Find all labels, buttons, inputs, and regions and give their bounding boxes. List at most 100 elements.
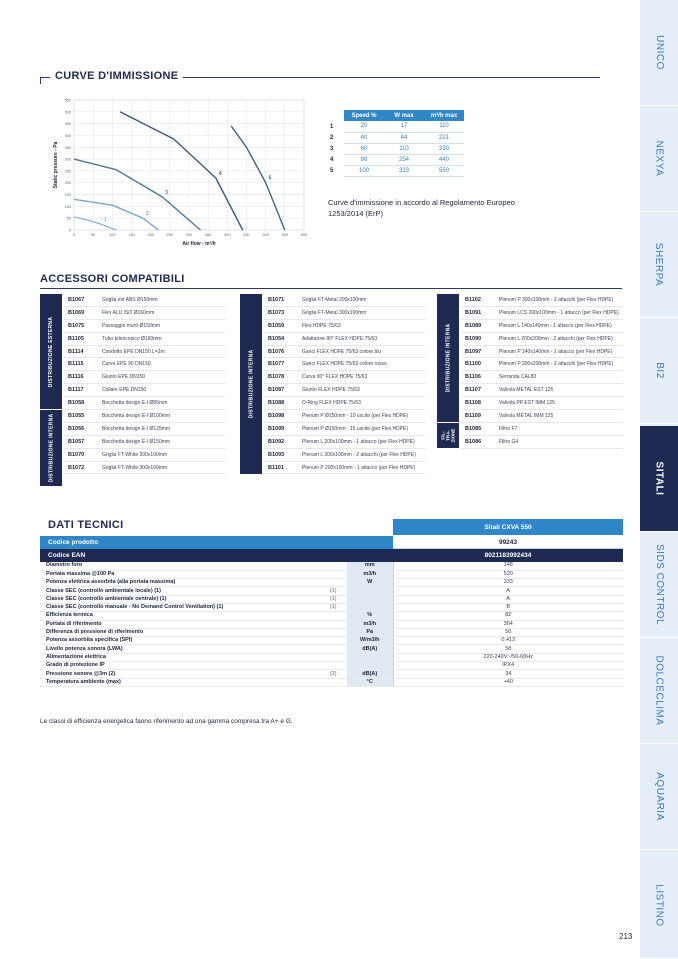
accessory-description: Plenum L 300x100mm - 2 attacchi (per Fle… — [302, 451, 416, 458]
tech-note — [330, 620, 347, 629]
accessory-description: Griglia FT-Metal 200x100mm — [302, 296, 367, 303]
side-tab-bar: UNICO NEXYA SHERPA BI2 SITALI SIDS CONTROL DOL… — [640, 0, 678, 959]
speed-table-header: Speed % W max m³/h max — [326, 110, 464, 121]
side-tab-label: UNICO — [653, 35, 665, 70]
tech-row: Livello potenza sonora (LWA) dB(A) 58 — [40, 644, 623, 654]
accessory-code: B1093 — [268, 451, 285, 458]
accessory-code: B1101 — [268, 464, 284, 471]
accessory-description: Plenum L 200x100mm - 1 attacco (per Flex… — [302, 438, 415, 445]
series-label-5: 5 — [269, 176, 272, 182]
accessory-row: B1106 Serranda CAL80 — [461, 371, 623, 385]
accessory-row: B1085 Filtro F7 — [461, 423, 623, 436]
tech-value: 148 — [392, 562, 623, 571]
accessory-description: Plenum P Ø150mm - 10 uscite (per Flex HD… — [302, 412, 409, 419]
wmax-value: 333 — [384, 165, 424, 177]
side-tab-label: AQUARIA — [653, 772, 665, 821]
accessory-code: B1072 — [68, 464, 85, 471]
tech-note — [330, 644, 347, 654]
accessory-code: B1087 — [268, 387, 285, 394]
x-axis-label: Air flow - m³/h — [182, 241, 215, 247]
speed-value: 60 — [344, 143, 384, 155]
accessory-code: B1071 — [268, 296, 285, 303]
side-tab-listino[interactable]: LISTINO — [640, 852, 678, 959]
series-label-3: 3 — [165, 190, 168, 196]
curve-note: Curve d'immissione in accordo al Regolam… — [328, 198, 515, 218]
accessory-description: Filtro F7 — [499, 425, 518, 432]
accessory-row: B1076 Ganci FLEX HDPE 75/63 colore blu — [264, 346, 425, 359]
side-tab-unico[interactable]: UNICO — [640, 0, 678, 106]
tech-row: Pressione sonora @3m (2) (2) dB(A) 34 — [40, 669, 623, 679]
accessory-description: Passaggio muro Ø150mm — [102, 322, 161, 329]
side-tab-aquaria[interactable]: AQUARIA — [640, 744, 678, 850]
tech-value: 82 — [392, 611, 623, 621]
accessory-row: B1105 Tubo telescopico Ø160mm — [64, 333, 225, 346]
accessory-description: Serranda CAL80 — [499, 374, 537, 381]
accessory-group-label: DISTRIBUZIONE INTERNA — [437, 294, 459, 422]
accessory-code: B1089 — [465, 322, 482, 329]
side-tab-sherpa[interactable]: SHERPA — [640, 212, 678, 318]
accessory-group-text: DISTRIBUZIONE ESTERNA — [48, 316, 55, 387]
side-tab-dolceclima[interactable]: DOLCECLIMA — [640, 638, 678, 744]
accessory-description: Flex HDPE 75/63 — [302, 322, 341, 329]
speed-row: 1 20 17 110 — [326, 121, 464, 133]
tech-note — [330, 653, 347, 663]
accessory-code: B1106 — [465, 374, 481, 381]
tech-row: Grado di protezione IP IPX4 — [40, 661, 623, 671]
accessory-group-text: DISTRIBUZIONE INTERNA — [445, 323, 451, 393]
tech-value: +40 — [392, 678, 623, 687]
accessories-column-2: DISTRIBUZIONE INTERNA B1071 Griglia FT-Met… — [240, 294, 425, 475]
speed-header: Speed % — [344, 110, 384, 121]
y-tick-label: 100 — [65, 205, 71, 209]
side-tab-sids-control[interactable]: SIDS CONTROL — [640, 532, 678, 638]
accessory-row: B1070 Griglia FT-White 200x100mm — [64, 449, 225, 462]
accessory-description: Collare EPE DN150 — [102, 387, 147, 394]
tech-unit: W/m3/h — [347, 636, 393, 646]
accessory-description: Ganci FLEX HDPE 75/63 colore rosso — [302, 361, 387, 368]
tech-unit — [347, 586, 393, 596]
accessory-description: Ganci FLEX HDPE 75/63 colore blu — [302, 348, 382, 355]
y-tick-label: 350 — [65, 146, 71, 150]
wmax-value: 44 — [384, 132, 424, 144]
m3h-value: 110 — [424, 121, 464, 133]
accessory-description: Bocchetta design E-I Ø100mm — [102, 412, 171, 419]
accessory-code: B1100 — [465, 361, 481, 368]
accessory-group-line: ZIONE — [450, 428, 456, 443]
accessory-row: B1077 Ganci FLEX HDPE 75/63 colore rosso — [264, 358, 425, 372]
accessory-group-label: FIL- TRA- ZIONE — [437, 423, 459, 448]
accessory-description: Griglia FT-White 300x100mm — [102, 464, 168, 471]
series-line-5 — [230, 125, 286, 231]
accessory-group-label: DISTRIBUZIONE ESTERNA — [40, 294, 62, 410]
series-label-4: 4 — [219, 171, 222, 177]
side-tab-sitali[interactable]: SITALI — [640, 426, 678, 532]
side-tab-label: LISTINO — [653, 883, 665, 927]
tech-row: Potenza assorbita specifica (SPI) W/m3/h 0… — [40, 636, 623, 646]
accessory-code: B1057 — [68, 438, 85, 445]
tech-note — [330, 578, 347, 588]
tech-label: Livello potenza sonora (LWA) — [40, 644, 330, 654]
x-tick-label: 600 — [301, 233, 307, 237]
side-tab-bi2[interactable]: BI2 — [640, 318, 678, 424]
tech-note — [330, 562, 347, 571]
tech-value: B — [392, 603, 623, 613]
accessory-row: B1055 Bocchetta design E-I Ø100mm — [64, 410, 225, 423]
codice-ean-label: Codice EAN — [40, 549, 393, 562]
accessory-description: Filtro G4 — [499, 438, 519, 445]
accessory-row: B1058 Bocchetta design E-I Ø80mm — [64, 397, 225, 411]
side-tab-label: SIDS CONTROL — [653, 543, 665, 626]
accessory-code: B1067 — [68, 296, 85, 303]
accessory-code: B1098 — [268, 412, 285, 419]
accessory-code: B1086 — [465, 438, 482, 445]
accessory-row: B1073 Griglia FT-Metal 300x100mm — [264, 307, 425, 320]
tech-label: Portata di riferimento — [40, 620, 330, 629]
x-tick-label: 500 — [262, 233, 268, 237]
accessory-code: B1099 — [268, 425, 285, 432]
accessory-group-text: DISTRIBUZIONE INTERNA — [48, 413, 54, 483]
accessory-row: B1100 Plenum P 200x200mm - 2 attacchi (pe… — [461, 358, 623, 372]
tech-value: 34 — [392, 669, 623, 679]
tech-row: Classe SEC (controllo ambientale central… — [40, 595, 623, 605]
speed-value: 40 — [344, 132, 384, 144]
side-tab-nexya[interactable]: NEXYA — [640, 106, 678, 212]
accessory-code: B1056 — [68, 425, 85, 432]
accessory-row: B1091 Plenum LCS 200x100mm - 1 attacco (p… — [461, 307, 623, 320]
